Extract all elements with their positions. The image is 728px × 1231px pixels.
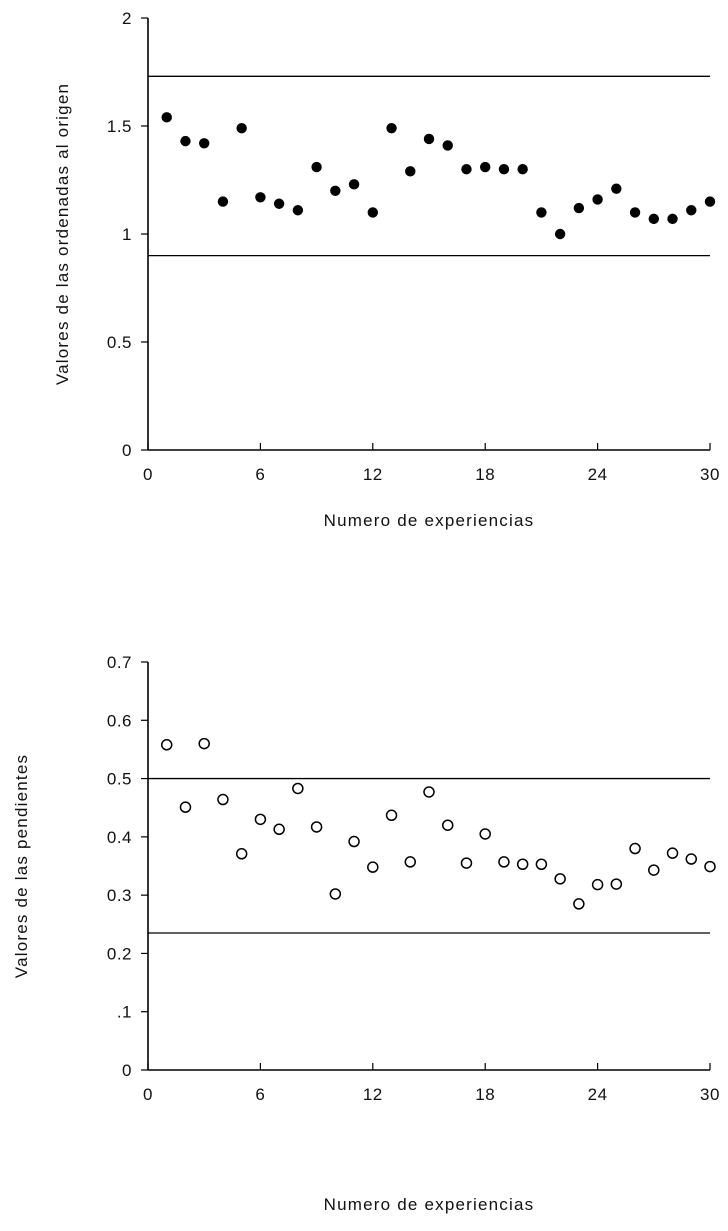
data-point [573, 898, 585, 910]
data-point [592, 194, 603, 205]
x-tick-label: 30 [700, 465, 720, 484]
x-tick-label: 24 [588, 1085, 608, 1104]
data-point [535, 858, 548, 871]
data-point [292, 782, 304, 795]
x-axis-label: Numero de experiencias [324, 1195, 535, 1214]
data-point [311, 161, 322, 173]
data-point [667, 213, 678, 225]
data-point [554, 873, 566, 885]
data-point [180, 135, 191, 147]
y-tick-label: 0.6 [107, 711, 132, 730]
data-point [611, 183, 622, 194]
y-tick-label: 2 [122, 9, 132, 28]
chart-intercepts: 0 0.5 1 1.5 2 0 6 12 18 24 30 Numero de experiencia… [53, 9, 720, 530]
y-axis-label: Valores de las ordenadas al origen [53, 83, 72, 385]
data-point [310, 821, 323, 833]
data-point [161, 112, 172, 123]
data-point [441, 819, 454, 831]
data-point [292, 205, 304, 216]
data-point [516, 858, 529, 871]
x-axis-label: Numero de experiencias [324, 511, 535, 530]
data-point [629, 207, 641, 218]
data-point [480, 161, 491, 173]
x-tick-label: 12 [363, 1085, 383, 1104]
data-point [498, 856, 510, 868]
data-point [330, 185, 341, 196]
data-point [179, 801, 192, 813]
y-tick-label: 0.2 [107, 944, 132, 963]
data-point [255, 192, 266, 203]
y-tick-label: 0 [122, 1061, 132, 1080]
data-point [217, 793, 229, 806]
data-point [648, 864, 660, 876]
y-tick-label: 1.5 [107, 117, 132, 136]
data-point [460, 857, 473, 869]
data-point [254, 813, 267, 826]
y-tick-label: 0.5 [107, 770, 132, 789]
x-tick-label: 18 [475, 465, 495, 484]
data-point [629, 842, 641, 855]
y-tick-label: 0 [122, 441, 132, 460]
data-point [573, 202, 585, 214]
data-point [704, 860, 716, 873]
data-point [591, 878, 604, 891]
x-tick-label: 0 [143, 1085, 153, 1104]
data-point [367, 861, 379, 873]
data-point [405, 166, 416, 177]
data-point [404, 856, 417, 868]
data-point [348, 179, 360, 190]
data-point [236, 122, 247, 134]
x-tick-label: 30 [700, 1085, 720, 1104]
chart-slopes: 0 .1 0.2 0.3 0.4 0.5 0.6 0.7 0 6 12 18 24 30 Numero de… [12, 653, 720, 1214]
data-point [367, 207, 378, 218]
data-point [704, 196, 716, 207]
data-point [442, 140, 453, 151]
y-tick-label: 0.3 [107, 886, 132, 905]
data-point [273, 198, 285, 209]
data-point [217, 196, 229, 207]
data-point [479, 828, 491, 840]
data-point [554, 228, 566, 240]
data-point [610, 878, 623, 890]
data-point [385, 809, 398, 822]
y-tick-label: 0.5 [107, 333, 132, 352]
y-tick-label: .1 [117, 1003, 132, 1022]
y-tick-label: 0.4 [107, 828, 132, 847]
data-point [517, 164, 528, 175]
x-tick-label: 0 [143, 465, 153, 484]
y-tick-label: 1 [122, 225, 132, 244]
data-point [648, 213, 659, 225]
data-point [666, 847, 679, 859]
y-axis-label: Valores de las pendientes [12, 754, 31, 978]
data-point [386, 122, 397, 134]
data-point [198, 737, 210, 750]
data-point [160, 739, 173, 751]
y-tick-label: 0.7 [107, 653, 132, 672]
data-point [536, 207, 547, 218]
data-point [685, 853, 698, 865]
x-tick-label: 6 [255, 465, 265, 484]
x-tick-label: 24 [588, 465, 608, 484]
data-point [461, 164, 472, 175]
data-point [498, 164, 510, 175]
data-point [423, 786, 435, 798]
data-point [329, 888, 342, 900]
data-point [273, 823, 285, 836]
x-tick-label: 12 [363, 465, 383, 484]
x-tick-label: 6 [255, 1085, 265, 1104]
data-point [686, 205, 697, 216]
data-point [235, 848, 248, 860]
x-tick-label: 18 [475, 1085, 495, 1104]
data-point [423, 133, 435, 145]
data-point [199, 138, 210, 149]
data-point [348, 835, 360, 848]
